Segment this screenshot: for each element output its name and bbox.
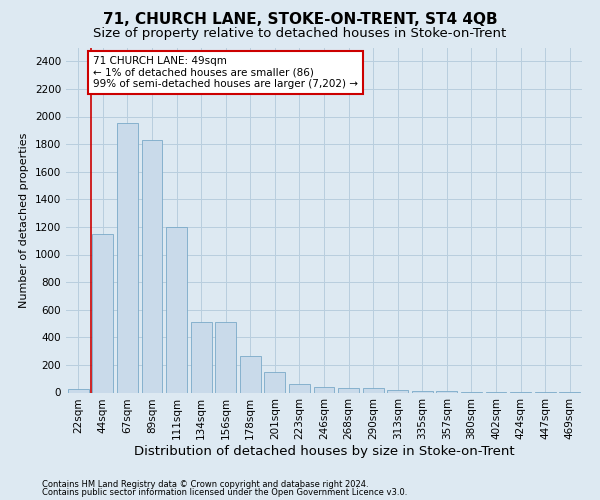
- Bar: [166, 227, 187, 392]
- Bar: [289, 384, 310, 392]
- Text: Contains HM Land Registry data © Crown copyright and database right 2024.: Contains HM Land Registry data © Crown c…: [42, 480, 368, 489]
- Bar: [117, 124, 138, 392]
- Bar: [412, 391, 433, 392]
- Bar: [215, 322, 236, 392]
- X-axis label: Distribution of detached houses by size in Stoke-on-Trent: Distribution of detached houses by size …: [134, 445, 514, 458]
- Y-axis label: Number of detached properties: Number of detached properties: [19, 132, 29, 308]
- Bar: [92, 234, 113, 392]
- Text: 71, CHURCH LANE, STOKE-ON-TRENT, ST4 4QB: 71, CHURCH LANE, STOKE-ON-TRENT, ST4 4QB: [103, 12, 497, 28]
- Bar: [387, 390, 408, 392]
- Text: Contains public sector information licensed under the Open Government Licence v3: Contains public sector information licen…: [42, 488, 407, 497]
- Bar: [362, 388, 383, 392]
- Bar: [338, 388, 359, 392]
- Bar: [68, 389, 89, 392]
- Bar: [142, 140, 163, 392]
- Text: Size of property relative to detached houses in Stoke-on-Trent: Size of property relative to detached ho…: [94, 28, 506, 40]
- Bar: [191, 322, 212, 392]
- Text: 71 CHURCH LANE: 49sqm
← 1% of detached houses are smaller (86)
99% of semi-detac: 71 CHURCH LANE: 49sqm ← 1% of detached h…: [93, 56, 358, 89]
- Bar: [314, 387, 334, 392]
- Bar: [240, 356, 261, 393]
- Bar: [436, 391, 457, 392]
- Bar: [265, 372, 286, 392]
